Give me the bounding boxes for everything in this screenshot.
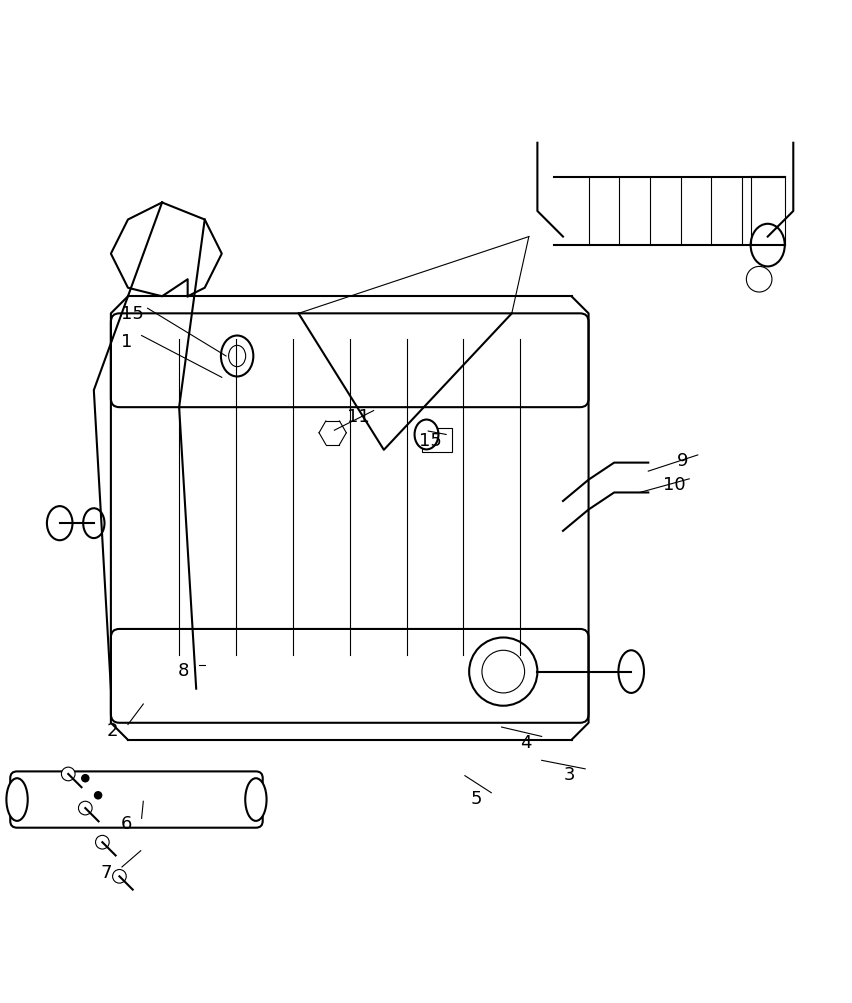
Ellipse shape [83,509,104,539]
Ellipse shape [245,778,267,821]
Ellipse shape [6,778,27,821]
Circle shape [95,835,109,850]
Text: 4: 4 [520,733,532,751]
Text: 1: 1 [120,332,132,350]
Circle shape [94,791,102,799]
Ellipse shape [414,420,438,450]
Ellipse shape [221,336,253,377]
Circle shape [112,870,126,884]
Text: 11: 11 [347,407,369,425]
Text: 2: 2 [106,721,118,739]
Circle shape [78,801,92,815]
Text: 15: 15 [419,431,441,449]
Text: 3: 3 [563,765,575,783]
Text: 9: 9 [676,451,688,469]
Text: 8: 8 [177,661,189,679]
Text: 5: 5 [469,789,481,807]
Circle shape [61,767,75,781]
Text: 7: 7 [101,864,112,882]
Text: 10: 10 [662,475,684,493]
Ellipse shape [47,507,72,541]
Circle shape [81,774,89,782]
Text: 15: 15 [121,305,143,323]
Ellipse shape [228,346,245,367]
Text: 6: 6 [120,814,132,832]
Ellipse shape [618,651,643,693]
